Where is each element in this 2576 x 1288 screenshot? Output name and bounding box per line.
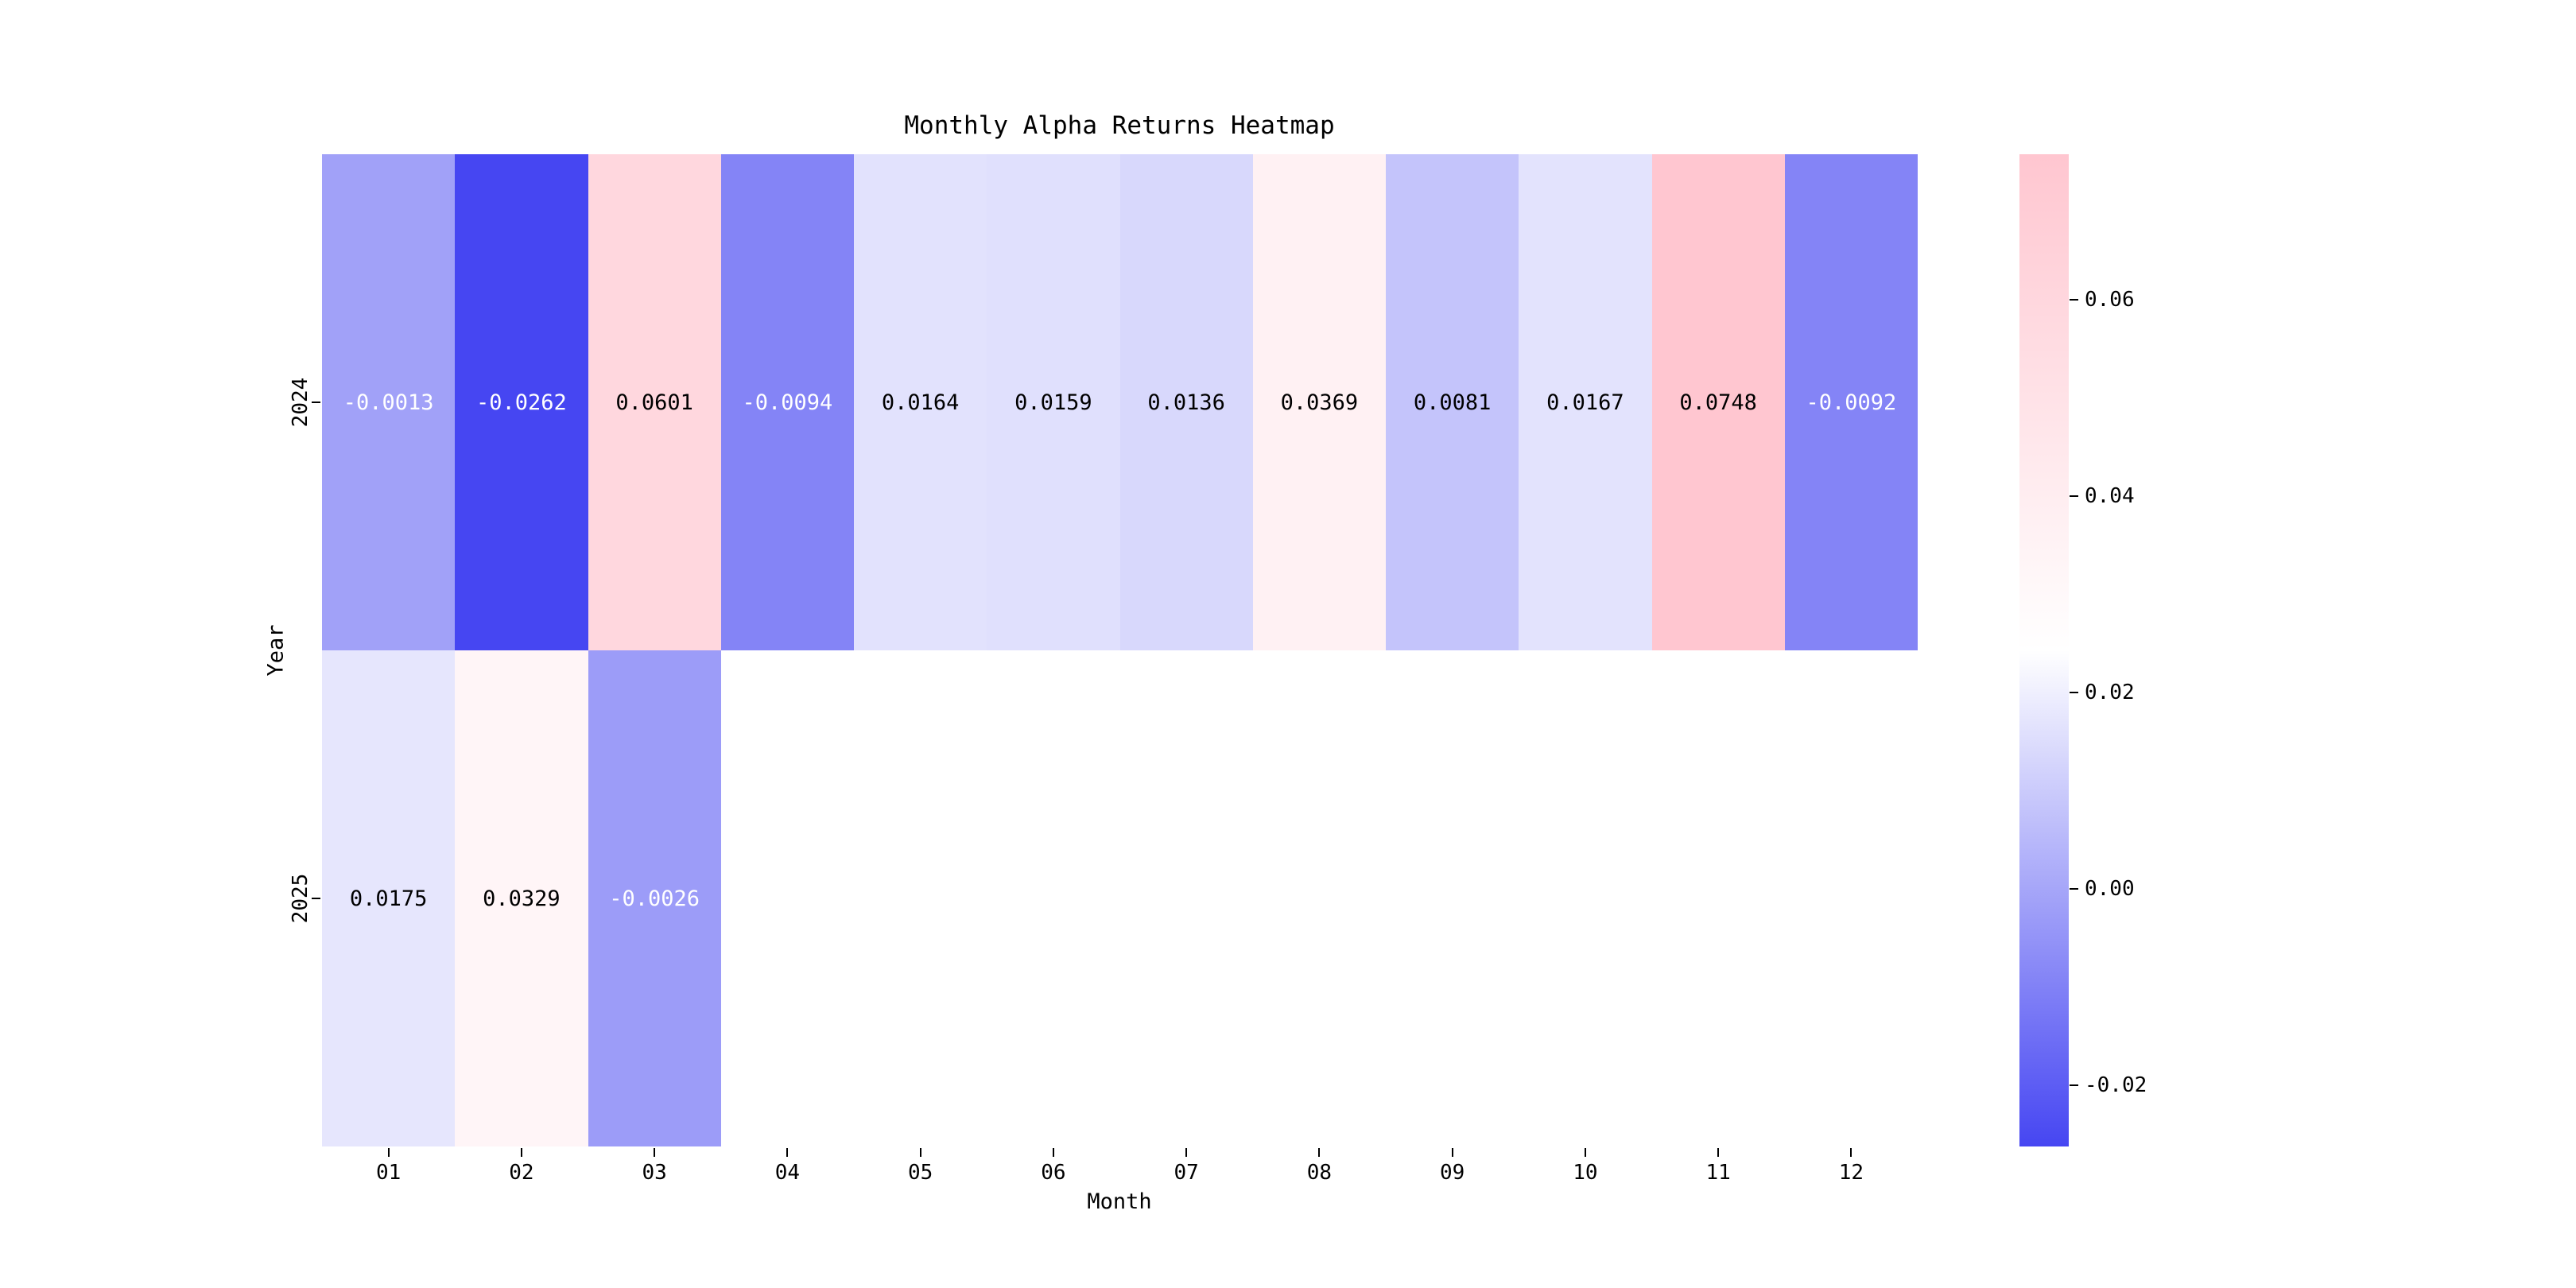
cell-value: -0.0026 xyxy=(609,886,700,911)
y-tick-label: 2025 xyxy=(289,873,312,924)
cell-value: 0.0081 xyxy=(1413,390,1492,415)
heatmap-cell: 0.0136 xyxy=(1119,154,1253,650)
x-tick-label: 11 xyxy=(1705,1161,1731,1185)
x-axis-label: Month xyxy=(1087,1189,1152,1214)
heatmap-cell: 0.0369 xyxy=(1252,154,1386,650)
heatmap-cell: -0.0092 xyxy=(1784,154,1918,650)
colorbar-tick-label: 0.04 xyxy=(2085,484,2135,508)
cell-value: -0.0013 xyxy=(343,390,434,415)
x-tick-label: 10 xyxy=(1573,1161,1598,1185)
heatmap-cell: 0.0081 xyxy=(1386,154,1519,650)
x-tick-label: 01 xyxy=(375,1161,402,1185)
x-tick-mark xyxy=(1451,1148,1453,1157)
colorbar-tick-mark xyxy=(2070,495,2078,497)
y-tick-mark xyxy=(312,898,320,899)
heatmap-cell: 0.0167 xyxy=(1519,154,1652,650)
cell-value: 0.0136 xyxy=(1147,390,1225,415)
colorbar-tick-label: -0.02 xyxy=(2085,1073,2147,1098)
x-tick-mark xyxy=(387,1148,390,1157)
x-tick-mark xyxy=(919,1148,921,1157)
x-tick-mark xyxy=(1584,1148,1586,1157)
y-tick-label: 2024 xyxy=(289,377,312,428)
cell-value: 0.0159 xyxy=(1014,390,1092,415)
cell-value: 0.0748 xyxy=(1679,390,1757,415)
cell-value: 0.0369 xyxy=(1280,390,1359,415)
heatmap-cell: -0.0026 xyxy=(588,650,721,1146)
heatmap-cell: -0.0262 xyxy=(455,154,588,650)
heatmap-cell: 0.0748 xyxy=(1651,154,1785,650)
y-axis-label: Year xyxy=(263,624,289,677)
colorbar-tick-label: 0.06 xyxy=(2085,287,2135,312)
x-tick-label: 06 xyxy=(1041,1161,1066,1185)
heatmap-cell: 0.0601 xyxy=(588,154,721,650)
cell-value: -0.0262 xyxy=(475,390,567,415)
heatmap-cell: 0.0164 xyxy=(854,154,987,650)
chart-title: Monthly Alpha Returns Heatmap xyxy=(904,111,1335,140)
x-tick-label: 07 xyxy=(1174,1161,1199,1185)
heatmap-cell: 0.0329 xyxy=(455,650,588,1146)
colorbar-tick-mark xyxy=(2070,298,2078,301)
x-tick-label: 03 xyxy=(642,1161,667,1185)
x-tick-mark xyxy=(1850,1148,1852,1157)
cell-value: 0.0164 xyxy=(881,390,960,415)
x-tick-mark xyxy=(1185,1148,1188,1157)
cell-value: 0.0167 xyxy=(1546,390,1624,415)
x-tick-label: 09 xyxy=(1439,1161,1465,1185)
colorbar xyxy=(2019,154,2069,1146)
x-tick-mark xyxy=(1052,1148,1054,1157)
colorbar-tick-mark xyxy=(2070,1084,2078,1087)
colorbar-tick-mark xyxy=(2070,888,2078,890)
x-tick-label: 05 xyxy=(907,1161,933,1185)
cell-value: 0.0175 xyxy=(349,886,428,911)
heatmap-plot-area: -0.0013 -0.0262 0.0601 -0.0094 0.0164 0.0159 0… xyxy=(322,154,1918,1146)
heatmap-cell: 0.0175 xyxy=(322,650,456,1146)
x-tick-label: 12 xyxy=(1838,1161,1864,1185)
x-tick-mark xyxy=(520,1148,522,1157)
colorbar-tick-mark xyxy=(2070,692,2078,694)
heatmap-cell: -0.0013 xyxy=(322,154,456,650)
x-tick-label: 02 xyxy=(509,1161,534,1185)
y-tick-mark xyxy=(312,402,320,403)
cell-value: 0.0329 xyxy=(483,886,561,911)
heatmap-cell: -0.0094 xyxy=(720,154,854,650)
cell-value: -0.0094 xyxy=(742,390,833,415)
x-tick-label: 08 xyxy=(1306,1161,1333,1185)
x-tick-mark xyxy=(1717,1148,1720,1157)
cell-value: -0.0092 xyxy=(1806,390,1897,415)
x-tick-mark xyxy=(786,1148,789,1157)
x-tick-mark xyxy=(654,1148,656,1157)
heatmap-cell: 0.0159 xyxy=(987,154,1120,650)
cell-value: 0.0601 xyxy=(615,390,693,415)
x-tick-label: 04 xyxy=(774,1161,801,1185)
x-tick-mark xyxy=(1318,1148,1321,1157)
colorbar-tick-label: 0.00 xyxy=(2085,877,2135,902)
colorbar-tick-label: 0.02 xyxy=(2085,681,2135,705)
